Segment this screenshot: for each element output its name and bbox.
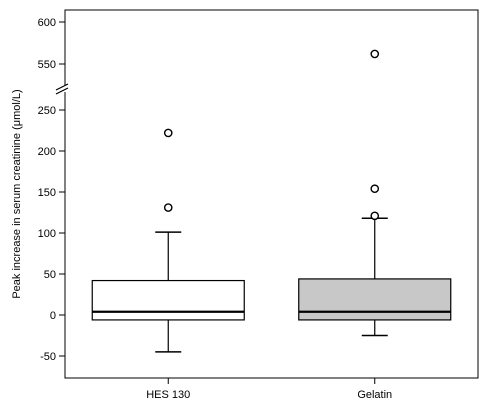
boxes: [91, 49, 452, 353]
y-tick-label: 100: [38, 228, 56, 240]
y-axis-title: Peak increase in serum creatinine (μmol/…: [11, 89, 23, 298]
box-iqr: [91, 279, 245, 321]
y-tick-label: -50: [40, 351, 56, 363]
box-iqr: [298, 278, 452, 321]
y-tick-label: 150: [38, 187, 56, 199]
outlier-point: [370, 49, 380, 59]
outlier-point: [163, 128, 173, 138]
x-category-label: Gelatin: [357, 389, 392, 401]
x-category-label: HES 130: [146, 389, 190, 401]
plot-frame: [64, 9, 479, 379]
outlier-point: [370, 211, 380, 221]
outlier-point: [163, 203, 173, 212]
y-axis: 550 600 -50 0 50 100 150 200 250: [38, 17, 69, 363]
axis-break-gap: [57, 86, 69, 92]
box-group: [298, 49, 452, 337]
y-tick-label: 200: [38, 146, 56, 158]
outlier-point: [370, 184, 380, 194]
axis-break-mark: [55, 87, 69, 95]
y-tick-label: 0: [50, 310, 56, 322]
y-tick-label: 550: [38, 59, 56, 71]
y-tick-label: 50: [44, 269, 56, 281]
x-axis: HES 130 Gelatin: [146, 378, 392, 401]
y-tick-label: 600: [38, 17, 56, 29]
axis-break-mark: [55, 83, 69, 91]
y-tick-label: 250: [38, 105, 56, 117]
box-group: [91, 128, 245, 353]
